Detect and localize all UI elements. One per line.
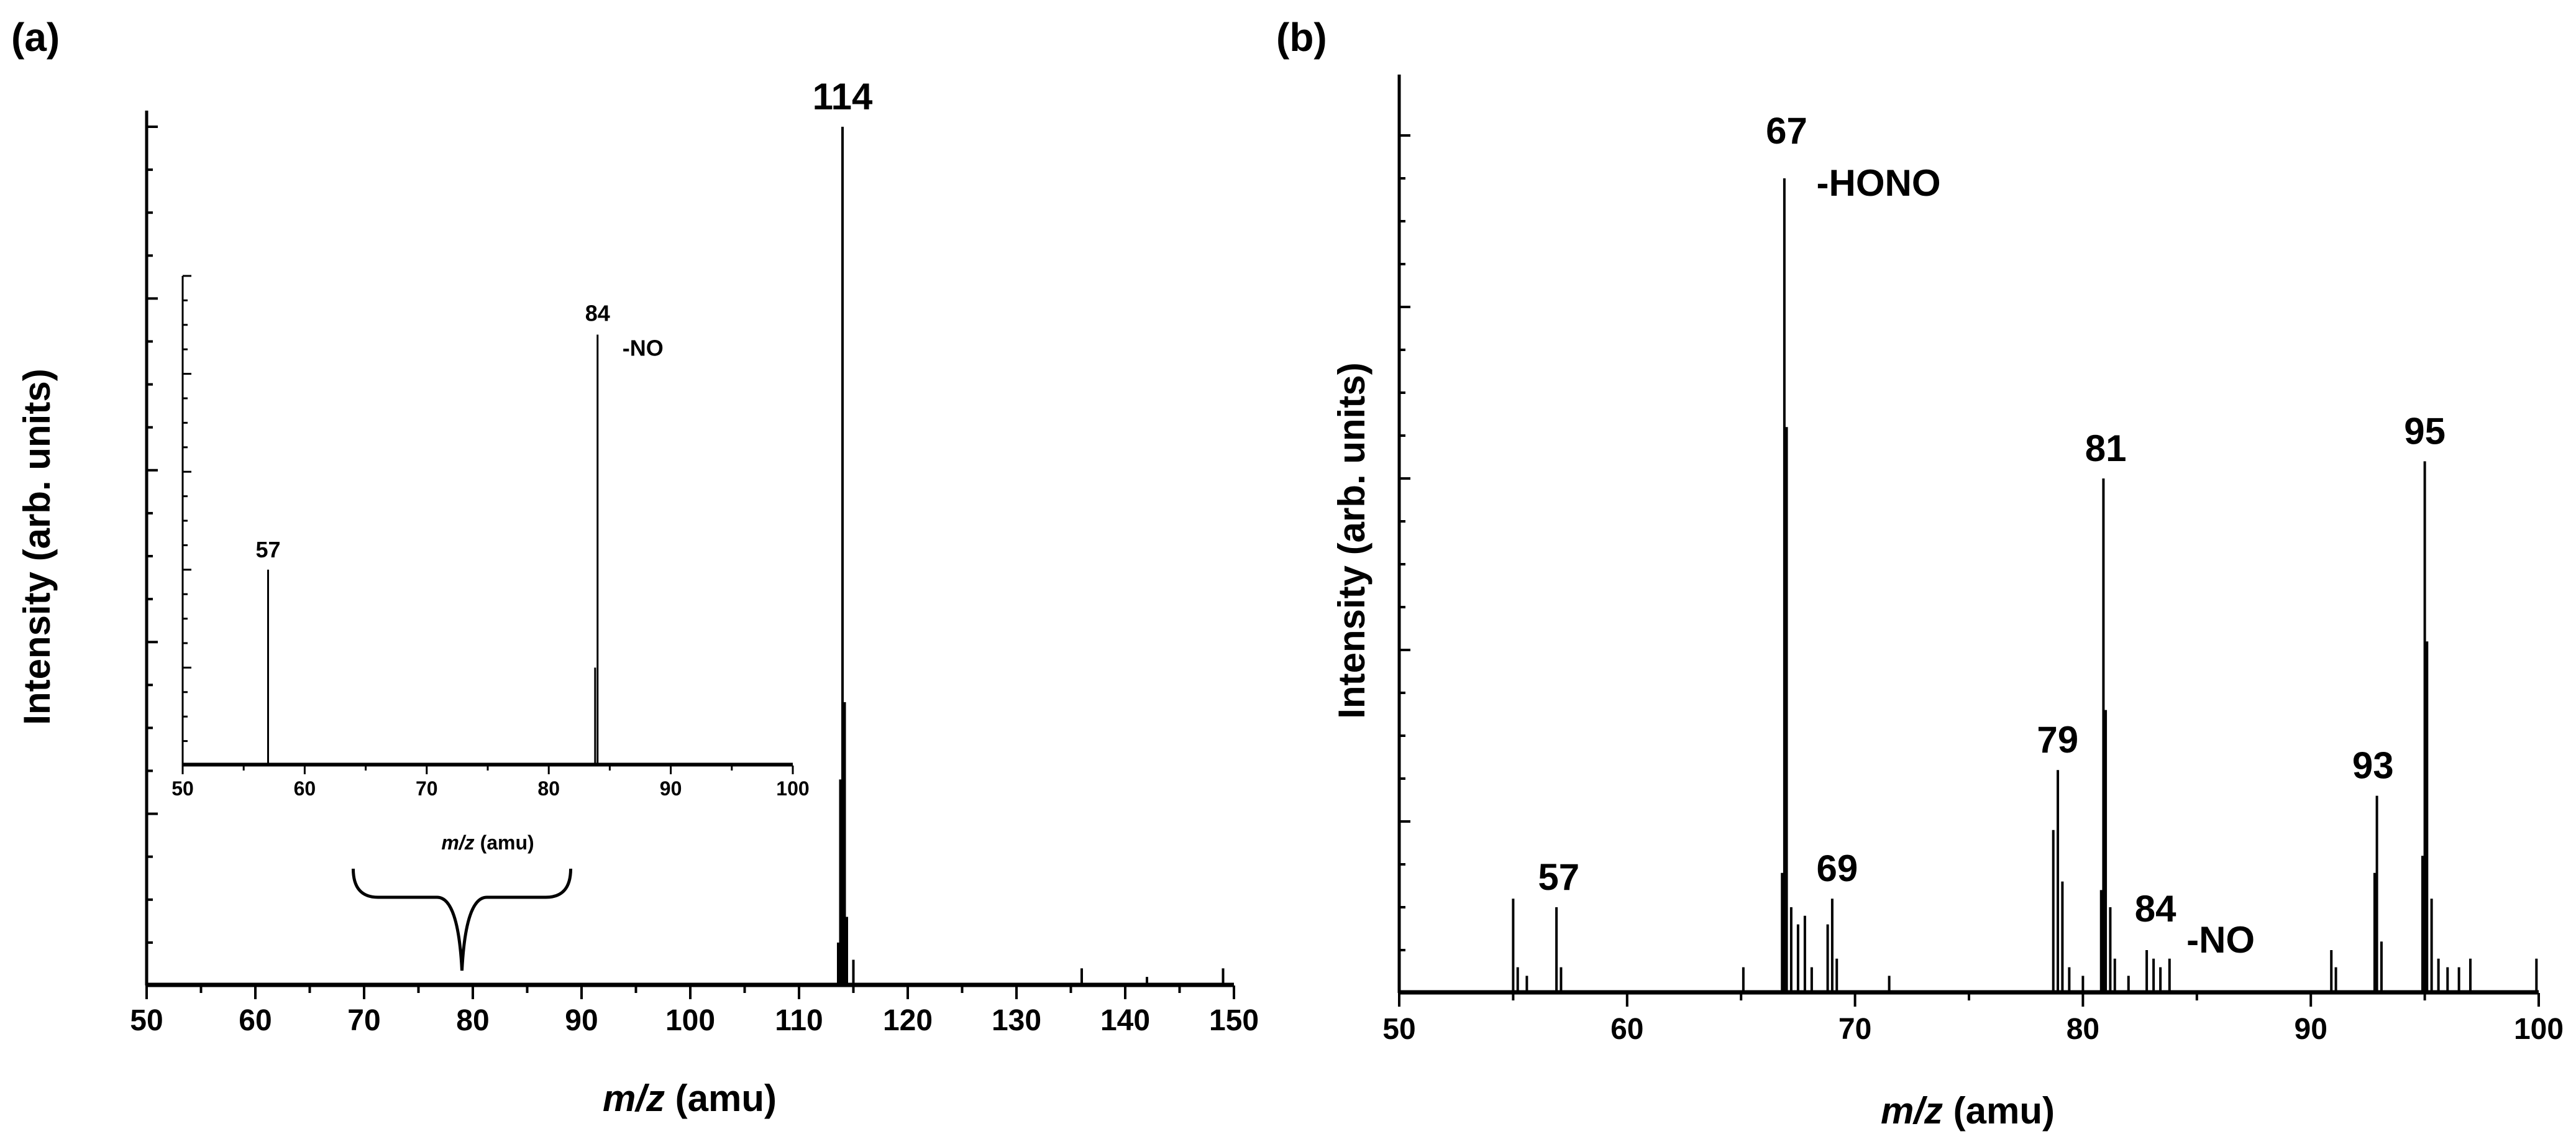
panel-b-y-axis-title: Intensity (arb. units) [1331,362,1372,718]
panel-a-x-tick-label: 140 [1100,1004,1150,1037]
panel-b-x-title-italic: m/z [1881,1090,1943,1132]
panel-b-peaks [1399,178,2539,993]
inset-y-ticks [183,275,191,767]
panel-b-loss-label: -NO [2186,919,2255,961]
panel-b-x-ticks: 50 60 70 80 90 100 [1382,993,2564,1046]
panel-a-x-tick-label: 50 [130,1004,163,1037]
inset-peak-label: 84 [585,301,610,326]
inset-x-axis-title: m/z (amu) [441,831,534,854]
inset-x-tick-label: 70 [416,777,438,800]
panel-b-x-tick-label: 90 [2295,1013,2327,1046]
inset-peak-label: 57 [255,537,280,562]
panel-b-peak-label: 93 [2352,745,2394,787]
panel-b-peak-label: 95 [2404,410,2446,452]
inset-x-ticks: 50 60 70 80 90 100 [171,766,810,800]
panel-a-x-title-rest: (amu) [665,1077,777,1119]
panel-a-x-title-italic: m/z [603,1077,665,1119]
panel-a-x-tick-label: 130 [992,1004,1041,1037]
panel-a-peaks [147,127,1234,986]
panel-b-peak-label: 81 [2085,428,2127,469]
inset-x-title-rest: (amu) [475,831,534,854]
panel-b-y-ticks [1399,134,1410,994]
panel-b-loss-label: -HONO [1817,162,1941,204]
panel-a-x-axis-title: m/z (amu) [603,1077,777,1119]
inset-loss-label: -NO [623,336,664,361]
panel-b-x-tick-label: 60 [1610,1013,1643,1046]
panel-a-x-tick-label: 150 [1209,1004,1259,1037]
panel-a-peak-label: 114 [813,76,873,117]
inset-x-tick-label: 100 [776,777,809,800]
panel-a: (a) 50 60 70 80 90 100 110 120 130 140 150 114 m/z… [11,15,1259,1119]
inset-x-title-italic: m/z [441,831,474,854]
inset-x-tick-label: 60 [294,777,316,800]
panel-a-inset: 50 60 70 80 90 100 57 84 -NO m/z (amu) [171,275,810,854]
panel-a-x-tick-label: 90 [565,1004,598,1037]
panel-label-a: (a) [11,15,60,60]
panel-b-annotations: 57 67-HONO 69 79 81 84-NO 93 95 [1538,110,2446,961]
panel-a-bracket [352,868,572,971]
panel-a-x-tick-label: 70 [347,1004,380,1037]
panel-a-y-axis-title: Intensity (arb. units) [16,368,58,725]
panel-a-x-tick-label: 80 [456,1004,489,1037]
panel-a-x-tick-label: 60 [239,1004,272,1037]
panel-a-annotations: 114 [813,76,873,117]
panel-b-peak-label: 67 [1766,110,1807,152]
panel-b-peak-label: 84 [2135,888,2176,930]
panel-b-x-tick-label: 100 [2514,1013,2564,1046]
panel-b-x-axis-title: m/z (amu) [1881,1090,2055,1132]
panel-b-x-title-rest: (amu) [1943,1090,2055,1132]
inset-x-tick-label: 90 [660,777,682,800]
inset-x-tick-label: 80 [537,777,560,800]
panel-a-x-ticks: 50 60 70 80 90 100 110 120 130 140 150 [130,986,1259,1037]
panel-a-x-tick-label: 120 [883,1004,933,1037]
panel-a-y-ticks [147,126,158,987]
panel-b-x-tick-label: 50 [1382,1013,1415,1046]
panel-a-x-tick-label: 110 [775,1004,823,1037]
panel-a-x-tick-label: 100 [665,1004,715,1037]
panel-b-x-tick-label: 80 [2067,1013,2099,1046]
panel-b-x-tick-label: 70 [1838,1013,1871,1046]
inset-peaks [183,334,793,766]
inset-annotations: 57 84 -NO [255,301,663,562]
inset-x-tick-label: 50 [171,777,194,800]
panel-b-peak-label: 79 [2037,719,2078,761]
panel-label-b: (b) [1276,15,1327,60]
panel-b: (b) 50 60 70 80 90 100 57 67-HONO 69 79 81 84-NO 93… [1276,15,2564,1132]
panel-b-peak-label: 57 [1538,856,1579,898]
panel-b-peak-label: 69 [1817,848,1858,889]
